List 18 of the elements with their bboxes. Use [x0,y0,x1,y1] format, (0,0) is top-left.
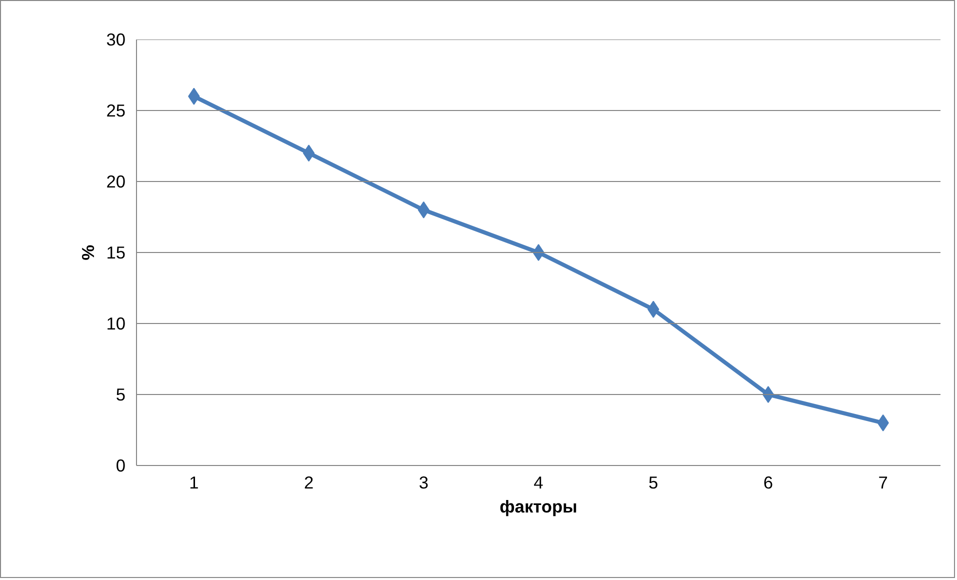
y-tick-label: 5 [116,384,126,404]
y-tick-label: 30 [106,30,126,50]
point [302,144,315,162]
x-tick-label: 2 [304,472,314,492]
x-axis-title: факторы [500,496,578,516]
y-tick-label: 25 [106,100,126,120]
x-tick-label: 6 [763,472,774,492]
x-tick-label: 1 [189,472,199,492]
y-tick-label: 15 [106,242,126,262]
y-tick-label: 20 [106,172,126,192]
point [532,244,544,261]
y-tick-label: 0 [116,456,126,476]
x-tick-label: 7 [878,472,888,492]
y-axis-title: % [78,244,98,260]
x-tick-label: 4 [534,472,544,492]
x-tick-label: 5 [648,472,658,492]
y-tick-label: 10 [106,314,126,334]
x-tick-label: 3 [418,472,428,492]
